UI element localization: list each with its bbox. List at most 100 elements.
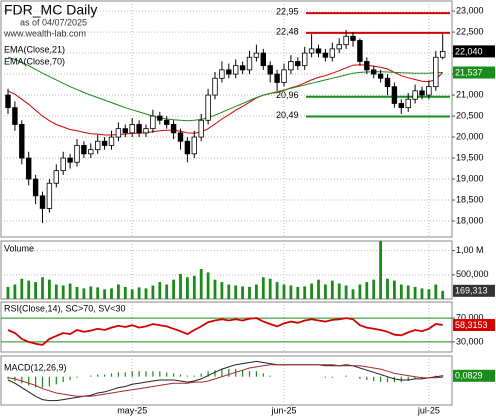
candle-body	[88, 149, 94, 155]
level-label: 20,96	[276, 90, 299, 100]
volume-bar	[241, 286, 244, 299]
candle-body	[322, 52, 329, 58]
histogram-bar	[173, 373, 175, 377]
volume-bar	[372, 279, 376, 299]
indicator-line	[7, 317, 443, 346]
volume-bar	[310, 283, 313, 299]
candle-body	[239, 65, 246, 71]
value-box	[453, 66, 495, 79]
histogram-bar	[393, 376, 395, 383]
volume-bar	[192, 275, 196, 299]
histogram-bar	[55, 376, 57, 385]
volume-bar	[358, 284, 362, 299]
candle-body	[398, 103, 404, 109]
histogram-bar	[48, 376, 50, 387]
value-box-label: 58,3153	[455, 320, 488, 330]
candle-body	[315, 48, 322, 54]
histogram-bar	[159, 371, 161, 377]
candle-body	[426, 86, 432, 96]
histogram-bar	[35, 376, 37, 388]
candle-body	[246, 56, 253, 71]
volume-bar	[379, 241, 382, 299]
volume-bar	[220, 282, 224, 299]
candle-body	[391, 86, 398, 104]
histogram-bar	[380, 376, 382, 383]
pane-frame	[0, 355, 453, 406]
histogram-bar	[421, 376, 423, 378]
volume-bar	[117, 284, 120, 299]
y-tick-label: 1,00 M	[456, 245, 484, 255]
volume-bar	[20, 278, 24, 299]
volume-bar	[275, 282, 279, 299]
value-box-label: 21,537	[455, 67, 483, 77]
y-tick-label: 18,500	[456, 194, 484, 204]
candle-body	[281, 69, 287, 83]
volume-bar	[54, 284, 58, 299]
volume-bar	[268, 278, 272, 299]
volume-bar	[234, 285, 238, 299]
pane-title: RSI(Close,14), SC>70, SV<30	[4, 303, 126, 313]
volume-bar	[48, 279, 51, 299]
histogram-bar	[7, 376, 9, 379]
volume-bar	[137, 287, 141, 299]
y-tick-label: 18,000	[456, 215, 484, 225]
volume-bar	[206, 272, 210, 299]
candle-body	[198, 119, 204, 138]
y-tick-label: 500,000	[456, 269, 489, 279]
volume-bar	[303, 286, 307, 299]
legend-entry: EMA(Close,70)	[4, 56, 65, 66]
volume-bar	[337, 283, 341, 299]
candle-body	[19, 124, 25, 159]
volume-bar	[130, 289, 134, 299]
candle-body	[343, 35, 349, 46]
value-box	[453, 319, 495, 332]
histogram-bar	[235, 369, 237, 377]
histogram-bar	[262, 373, 264, 377]
y-tick-label: 23,000	[456, 5, 484, 15]
histogram-bar	[435, 375, 437, 377]
volume-bar	[34, 282, 37, 299]
histogram-bar	[386, 376, 389, 383]
candle-body	[129, 124, 135, 134]
histogram-bar	[193, 375, 195, 377]
candle-body	[177, 132, 184, 142]
candle-body	[301, 52, 308, 67]
y-tick-label: 20,000	[456, 131, 484, 141]
histogram-bar	[124, 372, 126, 377]
candle-body	[226, 69, 232, 75]
candle-body	[67, 157, 73, 163]
volume-bar	[317, 279, 320, 299]
legend-entry: EMA(Close,21)	[4, 44, 65, 54]
candle-body	[46, 182, 53, 209]
volume-bar	[344, 285, 348, 299]
volume-bar	[199, 269, 203, 299]
candle-body	[370, 69, 377, 75]
candle-body	[260, 52, 266, 67]
volume-bar	[296, 286, 300, 299]
volume-bar	[386, 278, 389, 299]
x-tick-label: jul-25	[417, 405, 440, 415]
y-tick-label: 19,000	[456, 173, 484, 183]
histogram-bar	[62, 376, 64, 383]
histogram-bar	[207, 371, 209, 377]
volume-bar	[365, 282, 369, 299]
candle-body	[25, 157, 32, 180]
histogram-bar	[76, 376, 78, 378]
candle-body	[122, 128, 128, 134]
histogram-bar	[359, 376, 361, 379]
y-tick-label: 30,000	[456, 336, 484, 346]
volume-bar	[248, 286, 251, 299]
histogram-bar	[214, 370, 216, 377]
histogram-bar	[400, 376, 402, 383]
value-box-label: 0,0829	[455, 371, 483, 381]
candle-body	[184, 140, 191, 155]
histogram-bar	[324, 376, 326, 378]
chart-title: FDR_MC Daily	[4, 2, 97, 18]
histogram-bar	[117, 372, 119, 377]
candle-body	[95, 140, 101, 151]
volume-bar	[420, 288, 424, 299]
volume-bar	[186, 277, 189, 299]
volume-bar	[144, 288, 148, 299]
y-tick-label: 19,500	[456, 152, 484, 162]
